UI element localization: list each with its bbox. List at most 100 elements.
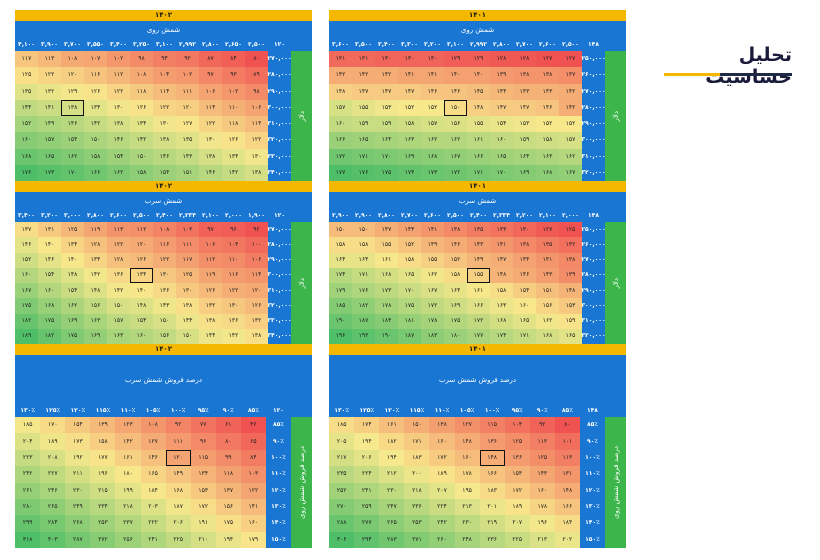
column-header: شمش سرب ۱۴۸ ۲,۰۰۰ ۲,۱۰۰ ۲,۲۰۰ ۲,۳۳۴ ۲,۴۰۰ ۲,۵۰۰…: [329, 192, 626, 222]
data-cell: ۹۷: [199, 67, 222, 84]
column-header-cell: ۲,۶۰۰: [424, 212, 441, 219]
data-cell: ۱۲۵: [504, 433, 530, 450]
base-case-cell: ۱۳۸: [61, 99, 84, 116]
data-cell: ۲۴۹: [65, 498, 91, 516]
data-cell: ۱۵۴: [130, 313, 153, 329]
table-row: ۳۰۰,۰۰۰ ۱۵۷ ۱۵۸ ۱۵۹ ۱۶۰ ۱۶۱ ۱۶۲ ۱۶۲ ۱۶۳ ۱۶۴ ۱۶۵ ۱۶۶: [329, 132, 606, 149]
data-cell: ۱۴۳: [529, 466, 555, 483]
data-cell: ۱۶۸: [536, 328, 559, 344]
data-cell: ۱۲۹: [467, 51, 490, 68]
data-cell: ۱۲۶: [199, 283, 222, 299]
data-cell: ۲۰۱: [479, 498, 505, 516]
data-cell: ۱۳۸: [176, 298, 199, 314]
table-row: ۸۵٪ ۴۶ ۶۱ ۷۷ ۹۲ ۱۰۸ ۱۲۳ ۱۳۹ ۱۵۴ ۱۷۰ ۱۸۵: [15, 417, 291, 434]
data-cell: ۱۰۶: [199, 83, 222, 100]
data-cell: ۱۴۳: [536, 267, 559, 283]
data-cell: ۲۰۵: [329, 433, 355, 450]
data-cell: ۱۹۵: [454, 482, 480, 499]
column-header-cell: ۳,۴۰۰: [378, 41, 395, 48]
data-cell: ۱۸۴: [554, 515, 580, 532]
data-cell: ۲۰۶: [354, 449, 380, 467]
year-bar: ۱۴۰۲: [15, 181, 312, 192]
data-cell: ۱۳۵: [15, 83, 38, 100]
table-row: ۲۷۰,۰۰۰ ۸۰ ۸۴ ۸۷ ۹۲ ۹۴ ۹۸ ۱۰۲ ۱۰۷ ۱۰۸ ۱۱۳ ۱۱۷: [15, 51, 292, 68]
data-cell: ۱۸۹: [429, 466, 455, 483]
data-cell: ۲۷۷: [354, 515, 380, 532]
column-header-cell: ۱۱۰٪: [120, 407, 136, 414]
table-row: ۱۲۰٪ ۱۴۸ ۱۶۰ ۱۷۲ ۱۸۳ ۱۹۵ ۲۰۷ ۲۱۸ ۲۳۰ ۲۴۱ ۲۵۲: [329, 482, 605, 499]
data-cell: ۱۸۲: [352, 298, 375, 314]
data-cell: ۹۸: [130, 51, 153, 68]
row-header-cell: ۲۸۰,۰۰۰: [581, 99, 606, 116]
data-cell: ۱۹۲: [65, 449, 91, 467]
data-cell: ۱۷۰: [375, 148, 398, 165]
data-cell: ۱۴۳: [513, 83, 536, 100]
data-cell: ۱۲۳: [115, 417, 141, 434]
data-cell: ۱۶۰: [329, 116, 352, 133]
corner-value: ۱۲۰: [274, 41, 285, 48]
row-axis-title: درصد فروش شمش روی: [291, 417, 312, 548]
data-cell: ۱۷۴: [398, 164, 421, 181]
row-header-cell: ۱۲۰٪: [265, 482, 291, 499]
row-header-cell: ۲۹۰,۰۰۰: [267, 252, 292, 268]
column-axis-title: شمش سرب: [144, 197, 183, 205]
data-cell: ۱۵۷: [107, 313, 130, 329]
data-cell: ۸۰: [245, 51, 268, 68]
data-cell: ۱۰۱: [554, 433, 580, 450]
data-cell: ۱۱۱: [176, 83, 199, 100]
column-header-cell: ۲,۸۰۰: [378, 212, 395, 219]
data-cell: ۱۰۲: [222, 83, 245, 100]
data-cell: ۱۰۶: [199, 237, 222, 253]
data-cell: ۱۶۳: [536, 148, 559, 165]
data-cell: ۱۹۳: [352, 328, 375, 344]
row-header-cell: ۹۰٪: [265, 433, 291, 450]
data-cell: ۱۰۴: [504, 417, 530, 434]
data-cell: ۱۴۸: [454, 433, 480, 450]
corner-value: ۱۴۸: [586, 407, 598, 414]
data-cell: ۱۴۴: [176, 313, 199, 329]
data-cell: ۹۳: [222, 67, 245, 84]
data-cell: ۱۰۴: [153, 67, 176, 84]
data-cell: ۱۸۳: [404, 449, 430, 467]
data-cell: ۱۱۹: [199, 267, 222, 283]
table-row: ۳۱۰,۰۰۰ ۱۲۰ ۱۲۲ ۱۲۶ ۱۳۰ ۱۳۶ ۱۴۰ ۱۴۲ ۱۴۸ ۱۵۴ ۱۶۰ ۱۶۷: [15, 283, 292, 299]
data-cell: ۲۰۷: [429, 482, 455, 499]
sensitivity-table-p1401c: ۱۴۰۱ درصد فروش شمش سرب ۱۴۸ ۸۵٪ ۹۰٪ ۹۵٪ ۱۰۰٪ ۱۰۵…: [329, 344, 626, 548]
data-cell: ۱۵۲: [15, 116, 38, 133]
table-row: ۳۰۰,۰۰۰ ۱۵۳ ۱۵۶ ۱۶۰ ۱۶۳ ۱۶۶ ۱۶۹ ۱۷۲ ۱۷۵ ۱۷۸ ۱۸۲ ۱۸۵: [329, 298, 606, 314]
table-row: ۱۲۰٪ ۱۲۲ ۱۳۷ ۱۵۳ ۱۶۸ ۱۸۴ ۱۹۹ ۲۱۵ ۲۳۰ ۲۴۶ ۲۶۱: [15, 482, 291, 499]
data-cell: ۱۵۶: [153, 328, 176, 344]
data-cell: ۱۵۸: [398, 252, 421, 268]
data-cell: ۱۷۳: [421, 164, 444, 181]
data-cell: ۱۸۳: [479, 482, 505, 499]
data-cell: ۱۴۰: [38, 237, 61, 253]
column-header-cell: ۲,۸۰۰: [493, 41, 510, 48]
data-cell: ۱۲۷: [536, 51, 559, 68]
table-row: ۱۴۰٪ ۱۶۰ ۱۷۵ ۱۹۱ ۲۰۶ ۲۲۲ ۲۳۷ ۲۵۳ ۲۶۸ ۲۸۴ ۲۹۹: [15, 515, 291, 532]
column-axis-title: درصد فروش شمش سرب: [124, 376, 203, 384]
data-cell: ۲۹۴: [354, 531, 380, 548]
data-cell: ۱۲۷: [454, 417, 480, 434]
data-cell: ۲۰۲: [554, 531, 580, 548]
data-cell: ۱۵۸: [398, 116, 421, 133]
data-cell: ۲۱۳: [454, 498, 480, 516]
data-cell: ۱۵۳: [513, 116, 536, 133]
data-cell: ۲۳۰: [65, 482, 91, 499]
data-cell: ۱۱۱: [176, 237, 199, 253]
data-cell: ۱۵۸: [536, 132, 559, 149]
column-header-cell: ۲,۵۰۰: [447, 212, 464, 219]
data-cell: ۱۳۵: [536, 237, 559, 253]
data-cell: ۲۷۲: [90, 531, 116, 548]
data-cell: ۱۲۵: [176, 267, 199, 283]
data-cell: ۱۱۷: [15, 51, 38, 68]
column-header-cell: ۳,۹۰۰: [41, 41, 58, 48]
data-cell: ۱۸۴: [375, 313, 398, 329]
row-header-cell: ۲۵۰,۰۰۰: [581, 222, 606, 238]
data-cell: ۱۴۶: [140, 449, 166, 467]
data-cell: ۲۲۴: [429, 498, 455, 516]
data-cell: ۱۴۰: [61, 252, 84, 268]
data-cell: ۱۷۳: [38, 164, 61, 181]
data-cell: ۱۴۳: [536, 83, 559, 100]
data-cell: ۱۷۷: [90, 449, 116, 467]
data-cell: ۱۸۷: [398, 328, 421, 344]
